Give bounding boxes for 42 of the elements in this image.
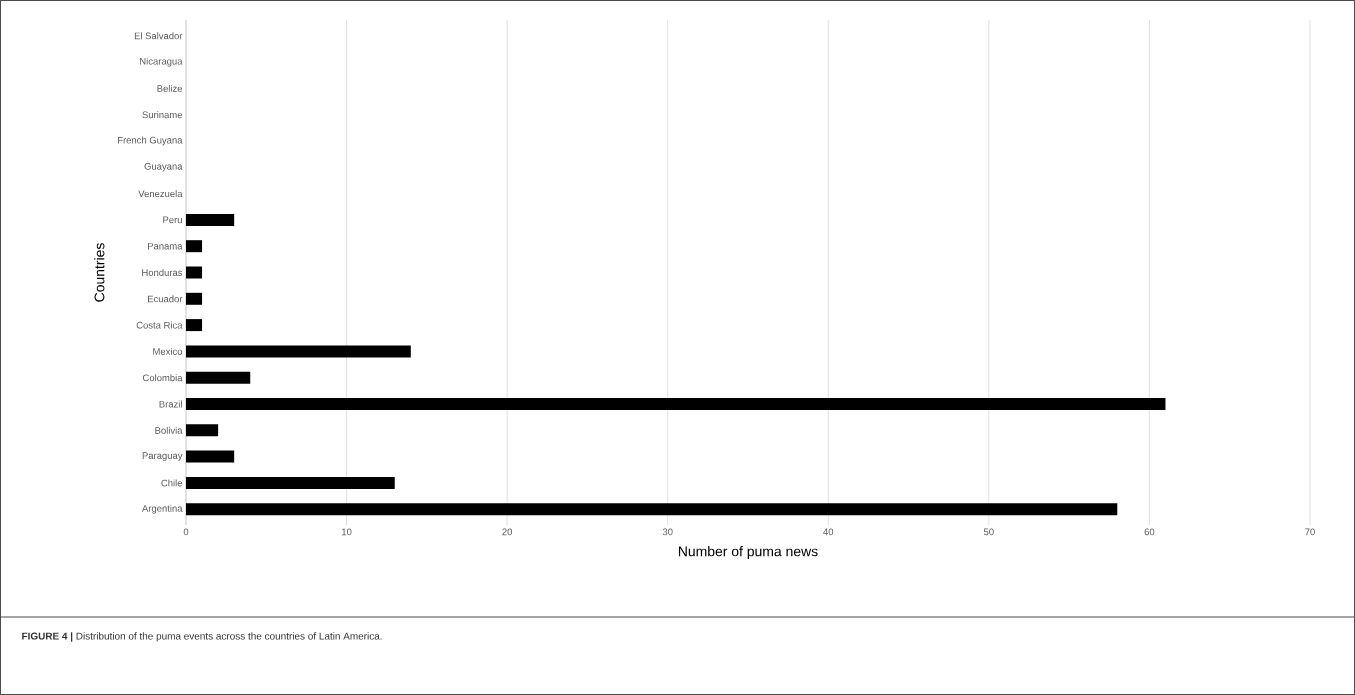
bar <box>186 476 395 489</box>
x-tick-label: 30 <box>662 528 673 536</box>
x-axis-title: Number of puma news <box>678 546 818 560</box>
y-tick-label: Chile <box>161 479 183 487</box>
y-tick-label: Honduras <box>142 269 183 276</box>
y-tick-label: Costa Rica <box>136 321 183 329</box>
y-tick-label: Panama <box>148 242 183 250</box>
y-tick-label: French Guyana <box>118 136 183 146</box>
x-tick-label: 70 <box>1305 528 1315 536</box>
bar <box>186 213 235 226</box>
y-tick-label: Argentina <box>141 504 183 514</box>
y-tick-label: Belize <box>157 84 183 92</box>
bar <box>186 398 1166 411</box>
bar <box>186 450 235 463</box>
bar <box>186 240 203 253</box>
y-tick-label: Guayana <box>144 163 183 172</box>
x-tick-label: 40 <box>823 528 834 536</box>
bar <box>186 266 203 279</box>
bar <box>186 319 203 332</box>
bar <box>186 371 251 384</box>
y-tick-label: Brazil <box>159 400 182 408</box>
y-tick-label: Colombia <box>142 374 183 382</box>
bar <box>186 292 203 305</box>
bar <box>186 345 411 358</box>
y-axis-title: Countries <box>94 243 105 302</box>
text: FIGURE 4 | Distribution of the puma events across the countries of Latin America. <box>22 632 382 642</box>
y-tick-label: Ecuador <box>148 295 183 303</box>
x-tick-label: 60 <box>1144 528 1155 536</box>
bar <box>186 503 1118 516</box>
x-tick-label: 20 <box>502 528 513 536</box>
y-tick-label: Bolivia <box>155 426 183 434</box>
y-tick-label: Nicaragua <box>140 57 183 67</box>
x-tick-label: 10 <box>342 528 352 536</box>
y-tick-label: Paraguay <box>142 452 183 461</box>
y-tick-label: El Salvador <box>134 32 183 40</box>
y-tick-label: Peru <box>163 216 182 224</box>
bar <box>186 424 219 437</box>
x-tick-label: 50 <box>983 528 994 536</box>
x-tick-label: 0 <box>183 528 189 536</box>
y-tick-label: Suriname <box>142 111 183 119</box>
y-tick-label: Venezuela <box>138 190 183 198</box>
y-tick-label: Mexico <box>153 347 183 355</box>
